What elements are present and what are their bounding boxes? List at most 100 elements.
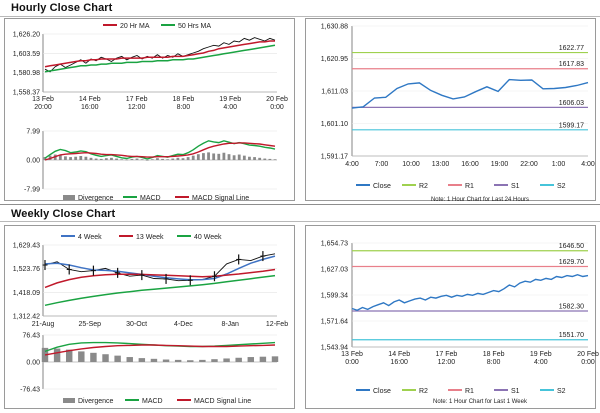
- close-xtick-label: 19:00: [491, 161, 509, 168]
- macd-divergence-bar: [258, 157, 262, 160]
- macd-divergence-bar: [217, 153, 221, 160]
- macd-divergence-bar: [166, 159, 170, 160]
- macd-divergence-bar: [43, 157, 47, 160]
- price-legend-0-label: 20 Hr MA: [120, 23, 150, 30]
- close-xtick-label: 20 Feb: [577, 351, 599, 358]
- macd-divergence-bar: [248, 156, 251, 160]
- macd-divergence-bar: [89, 157, 93, 160]
- close-xtick-label: 7:00: [375, 161, 389, 168]
- price-legend-1-label: 13 Week: [136, 234, 164, 241]
- close-xtick-label: 18 Feb: [483, 351, 505, 358]
- chart-note: Note: 1 Hour Chart for Last 24 Hours: [431, 197, 529, 203]
- close-ytick-label: 1,611.03: [321, 89, 348, 96]
- close-legend-1-label: R2: [419, 388, 428, 395]
- macd-legend-0-swatch: [63, 195, 75, 200]
- macd-divergence-bar: [211, 359, 218, 362]
- macd-divergence-bar: [161, 158, 164, 160]
- price-ytick-label: 1,418.09: [13, 290, 40, 297]
- close-xtick-label: 22:00: [520, 161, 538, 168]
- price-legend-2-label: 40 Week: [194, 234, 222, 241]
- macd-divergence-bar: [271, 356, 279, 362]
- close-xtick-label: 1:00: [552, 161, 566, 168]
- macd-divergence-bar: [84, 156, 88, 160]
- macd-divergence-bar: [150, 159, 154, 160]
- macd-legend-2-label: MACD Signal Line: [194, 398, 251, 405]
- macd-divergence-bar: [181, 158, 185, 160]
- price-series-13-week: [44, 268, 276, 289]
- price-series-4-week: [44, 255, 276, 281]
- macd-divergence-bar: [78, 351, 85, 362]
- hourly-right-panel: 1,630.88 1,620.95 1,611.03 1,601.10 1,591.17…: [305, 18, 596, 204]
- price-xtick-label: 25-Sep: [79, 321, 102, 328]
- macd-signal-line: [44, 344, 276, 356]
- price-legend-0-label: 4 Week: [78, 234, 102, 241]
- level-label-s2: 1551.70: [559, 332, 584, 339]
- close-xtick-label: 8:00: [487, 359, 501, 366]
- macd-ytick-label: 0.00: [26, 360, 40, 367]
- close-xtick-label: 10:00: [402, 161, 420, 168]
- close-legend-0-label: Close: [373, 183, 391, 190]
- section-divider: [0, 221, 600, 222]
- price-xtick-label: 17 Feb: [126, 96, 148, 103]
- macd-line: [44, 341, 276, 353]
- close-legend-4-label: S2: [557, 388, 566, 395]
- macd-divergence-bar: [114, 355, 121, 362]
- macd-divergence-bar: [138, 358, 146, 362]
- close-legend-2-label: R1: [465, 183, 474, 190]
- price-ytick-label: 1,629.43: [13, 243, 40, 250]
- weekly-close-chart: 1,654.73 1,627.03 1,599.34 1,571.64 1,543.94…: [321, 241, 599, 406]
- macd-divergence-bar: [140, 159, 144, 160]
- price-series-price: [44, 253, 276, 282]
- macd-divergence-bar: [79, 156, 83, 160]
- macd-divergence-bar: [202, 153, 205, 160]
- close-ytick-label: 1,571.64: [321, 319, 348, 326]
- macd-divergence-bar: [110, 157, 113, 160]
- close-xtick-label: 17 Feb: [436, 351, 458, 358]
- macd-divergence-bar: [102, 354, 109, 362]
- macd-divergence-bar: [53, 348, 61, 362]
- close-xtick-label: 14 Feb: [388, 351, 410, 358]
- price-series-20-hr-ma: [44, 40, 275, 68]
- price-xtick-label: 12-Feb: [266, 321, 288, 328]
- weekly-price-macd-chart: 4 Week 13 Week 40 Week 1,629.43 1,523.76 1,41…: [13, 234, 288, 405]
- section-divider: [0, 16, 600, 17]
- price-ytick-label: 1,312.42: [13, 314, 40, 321]
- hourly-left-panel: 20 Hr MA 50 Hrs MA 1,626.20 1,603.59 1,580.9…: [4, 18, 295, 202]
- macd-divergence-bar: [120, 159, 124, 160]
- price-series-50-hrs-ma: [44, 44, 276, 73]
- close-xtick-label: 13:00: [432, 161, 450, 168]
- macd-divergence-bar: [196, 154, 200, 160]
- macd-divergence-bar: [65, 349, 73, 362]
- price-series-price: [44, 37, 276, 73]
- macd-divergence-bar: [247, 357, 255, 362]
- close-ytick-label: 1,627.03: [321, 267, 348, 274]
- macd-divergence-bar: [126, 357, 133, 362]
- price-ytick-label: 1,580.98: [13, 70, 40, 77]
- price-ytick-label: 1,558.37: [13, 90, 40, 97]
- price-legend-1-label: 50 Hrs MA: [178, 23, 211, 30]
- close-xtick-label: 19 Feb: [530, 351, 552, 358]
- macd-divergence-bar: [174, 359, 182, 362]
- macd-divergence-bar: [74, 156, 78, 160]
- macd-divergence-bar: [212, 153, 216, 160]
- macd-legend-0-label: Divergence: [78, 195, 114, 202]
- macd-divergence-bar: [223, 358, 230, 362]
- price-xtick-label: 4:00: [223, 104, 237, 111]
- macd-divergence-bar: [227, 154, 231, 160]
- macd-legend-0-label: Divergence: [78, 398, 114, 405]
- price-xtick-label: 8-Jan: [221, 321, 239, 328]
- hourly-close-chart: 1,630.88 1,620.95 1,611.03 1,601.10 1,591.17…: [321, 24, 595, 204]
- price-ytick-label: 1,603.59: [13, 51, 40, 58]
- price-xtick-label: 19 Feb: [219, 96, 241, 103]
- macd-divergence-bar: [186, 157, 190, 160]
- price-ytick-label: 1,626.20: [13, 32, 40, 39]
- macd-divergence-bar: [99, 158, 103, 160]
- macd-divergence-bar: [64, 156, 67, 160]
- macd-divergence-bar: [94, 158, 98, 160]
- close-legend-3-label: S1: [511, 183, 520, 190]
- close-legend-4-label: S2: [557, 183, 566, 190]
- macd-divergence-bar: [69, 157, 72, 160]
- macd-divergence-bar: [171, 158, 175, 160]
- macd-divergence-bar: [222, 152, 226, 160]
- level-label-s1: 1606.03: [559, 100, 584, 107]
